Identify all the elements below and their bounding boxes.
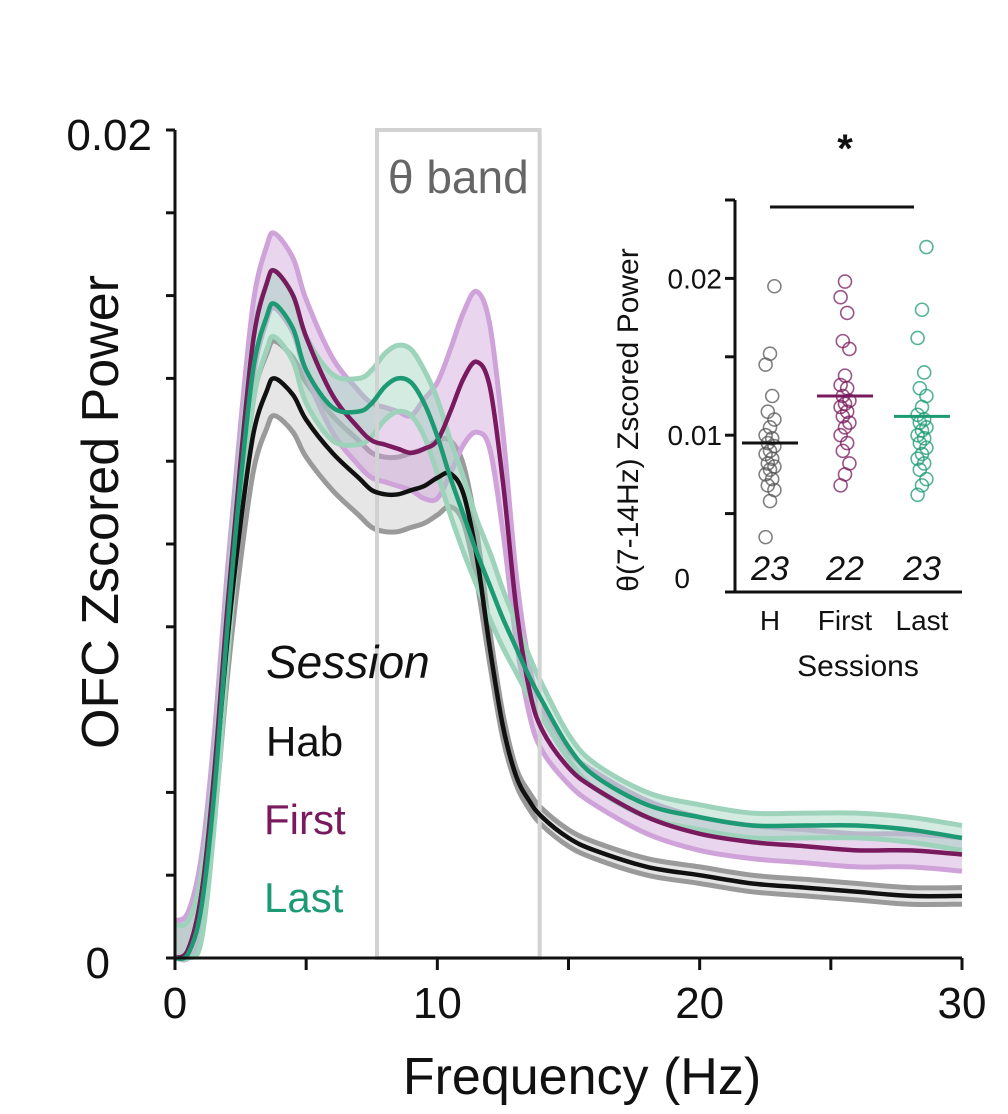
inset-point-last (916, 431, 932, 446)
inset-point-h (758, 529, 773, 545)
inset-y-tick-label: 0.02 (668, 263, 723, 294)
inset-point-first (833, 377, 848, 393)
main-x-tick-label: 10 (413, 979, 462, 1028)
inset-point-h (764, 388, 780, 404)
inset-point-last (912, 380, 928, 396)
inset-n-label: 23 (750, 550, 789, 588)
series-line-last (174, 301, 963, 962)
legend-entry-first: First (264, 796, 346, 843)
inset-point-first (839, 305, 855, 321)
inset-mean-lines (742, 394, 950, 445)
inset-x-axis-title: Sessions (797, 650, 919, 683)
inset-point-last (914, 423, 930, 438)
legend-title: Session (266, 636, 430, 688)
inset-n-label: 22 (825, 550, 864, 588)
inset-point-first (842, 456, 857, 471)
inset-point-h (764, 431, 780, 446)
legend: Session Hab First Last (264, 636, 430, 921)
inset-n-label: 23 (902, 550, 941, 588)
inset-point-h (758, 446, 773, 462)
inset-point-first (835, 443, 851, 459)
band-fill-first (175, 232, 962, 960)
inset-y-tick-label: 0.01 (668, 420, 723, 451)
main-x-tick-label: 30 (938, 979, 987, 1028)
inset-point-last (910, 330, 925, 346)
legend-entry-last: Last (264, 874, 344, 921)
inset-point-first (835, 333, 851, 349)
inset-category-label: Last (896, 605, 949, 636)
inset-point-h (767, 438, 782, 454)
inset-point-h (767, 459, 782, 474)
series-line-hab (173, 376, 963, 961)
legend-entry-hab: Hab (266, 718, 343, 765)
inset-chart: 0 0.01 0.02 H 23 First 22 Last 23 θ(7-14Hz) Zsco… (612, 127, 968, 683)
main-x-axis-title: Frequency (Hz) (403, 1048, 761, 1106)
inset-point-h (762, 462, 778, 477)
main-y-tick-label: 0 (86, 939, 110, 988)
inset-point-h (762, 420, 778, 435)
inset-points (758, 239, 934, 545)
inset-y-tick-label: 0 (674, 563, 690, 594)
inset-point-first (837, 368, 853, 383)
band-lower-edge-hab (174, 413, 963, 963)
inset-category-label: First (818, 605, 873, 636)
inset-point-h (760, 404, 776, 419)
significance-star: * (837, 127, 853, 171)
inset-point-last (910, 407, 925, 423)
inset-point-last (910, 487, 925, 503)
main-y-tick-label: 0.02 (66, 111, 152, 160)
inset-point-first (837, 274, 853, 289)
main-x-tick-label: 0 (163, 979, 187, 1028)
theta-band-label: θ band (388, 151, 529, 203)
inset-point-last (914, 302, 930, 318)
main-x-tick-label: 20 (675, 979, 724, 1028)
inset-point-h (758, 467, 773, 482)
main-y-axis-title: OFC Zscored Power (72, 275, 130, 749)
inset-category-label: H (760, 605, 780, 636)
inset-point-first (833, 289, 848, 305)
band-fill-hab (175, 341, 962, 960)
inset-point-last (916, 365, 932, 380)
inset-y-axis-title: θ(7-14Hz) Zscored Power (612, 248, 645, 591)
inset-point-h (767, 278, 782, 294)
inset-point-first (837, 420, 853, 435)
inset-point-first (833, 427, 848, 443)
main-axes: 0 10 20 30 0 0.02 (66, 111, 986, 1028)
inset-point-last (919, 239, 934, 255)
inset-point-last (910, 451, 925, 467)
inset-axes: 0 0.01 0.02 H 23 First 22 Last 23 (668, 198, 962, 636)
main-series-lines (173, 268, 963, 962)
inset-point-h (762, 346, 778, 361)
